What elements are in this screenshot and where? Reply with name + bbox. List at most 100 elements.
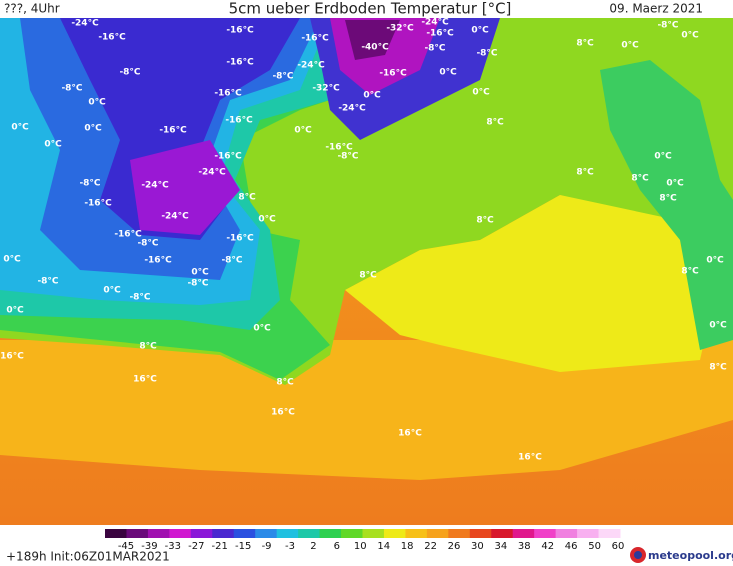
contour-label: 8°C (476, 216, 494, 226)
contour-label: -24°C (338, 104, 366, 114)
init-time: +189h Init:06Z01MAR2021 (6, 550, 170, 564)
temperature-map (0, 18, 733, 525)
contour-label: 0°C (439, 68, 457, 78)
yellow-field (345, 195, 725, 372)
contour-label: 16°C (398, 429, 422, 439)
colorbar-swatch (126, 529, 149, 538)
contour-label: 8°C (576, 168, 594, 178)
contour-label: -16°C (379, 69, 407, 79)
colorbar-tick-label: 22 (424, 541, 437, 552)
valid-date: 09. Maerz 2021 (609, 2, 703, 16)
contour-label: -16°C (426, 29, 454, 39)
contour-label: -24°C (161, 212, 189, 222)
contour-label: 0°C (191, 268, 209, 278)
colorbar-tick-label: 42 (541, 541, 554, 552)
contour-label: 0°C (363, 91, 381, 101)
contour-label: -16°C (159, 126, 187, 136)
contour-label: -8°C (424, 44, 445, 54)
contour-label: 0°C (6, 306, 24, 316)
colorbar-tick-label: 14 (377, 541, 390, 552)
contour-label: 0°C (3, 255, 21, 265)
colorbar-swatch (276, 529, 299, 538)
contour-label: -16°C (214, 89, 242, 99)
purple-field (130, 140, 240, 235)
contour-label: -16°C (226, 234, 254, 244)
colorbar-swatch (491, 529, 514, 538)
colorbar-tick-label: -9 (262, 541, 272, 552)
map-title: 5cm ueber Erdboden Temperatur [°C] (229, 0, 512, 18)
contour-label: -8°C (476, 49, 497, 59)
indigo-field (60, 18, 300, 240)
contour-label: -8°C (37, 277, 58, 287)
contour-label: 16°C (271, 408, 295, 418)
colorbar-tick-label: -3 (285, 541, 295, 552)
contour-label: -24°C (141, 181, 169, 191)
contour-label: -8°C (129, 293, 150, 303)
colorbar-tick-label: 26 (448, 541, 461, 552)
contour-label: 8°C (681, 267, 699, 277)
colorbar-swatch (169, 529, 192, 538)
colorbar-tick-label: -39 (141, 541, 157, 552)
contour-label: 0°C (294, 126, 312, 136)
contour-label: 0°C (471, 26, 489, 36)
colorbar-swatch (426, 529, 449, 538)
colorbar-swatch (577, 529, 600, 538)
contour-label: 0°C (709, 321, 727, 331)
contour-label: -8°C (221, 256, 242, 266)
colorbar-swatch (469, 529, 492, 538)
contour-label: 0°C (44, 140, 62, 150)
logo-icon-inner (634, 551, 642, 559)
colorbar-swatch (255, 529, 278, 538)
contour-label: 8°C (238, 193, 256, 203)
europe-land (600, 60, 733, 350)
contour-label: 0°C (706, 256, 724, 266)
contour-label: -16°C (84, 199, 112, 209)
contour-label: 0°C (472, 88, 490, 98)
colorbar-tick-label: 6 (334, 541, 340, 552)
colorbar-swatch (598, 529, 621, 538)
contour-label: -24°C (71, 19, 99, 29)
contour-label: -8°C (61, 84, 82, 94)
contour-label: -24°C (421, 18, 449, 28)
contour-labels: -24°C-16°C-16°C-16°C-32°C-24°C-16°C-40°C… (0, 18, 727, 463)
contour-label: -8°C (137, 239, 158, 249)
colorbar-tick-label: -15 (235, 541, 251, 552)
contour-label: -16°C (301, 34, 329, 44)
contour-label: 16°C (133, 375, 157, 385)
colorbar-swatch (534, 529, 557, 538)
colorbar-swatch (190, 529, 213, 538)
contour-label: 16°C (518, 453, 542, 463)
contour-label: -16°C (114, 230, 142, 240)
colorbar-tick-label: 30 (471, 541, 484, 552)
contour-label: -8°C (657, 21, 678, 31)
colorbar-swatch (105, 529, 127, 538)
run-time: ???, 4Uhr (4, 2, 60, 16)
colorbar-swatch (298, 529, 321, 538)
colorbar-tick-label: -33 (165, 541, 181, 552)
header-bar (0, 0, 733, 18)
colorbar-swatch (512, 529, 535, 538)
contour-label: 0°C (253, 324, 271, 334)
contour-label: 0°C (258, 215, 276, 225)
colorbar-swatch (555, 529, 578, 538)
colorbar-tick-label: 2 (310, 541, 316, 552)
logo-text: meteopool.org (648, 549, 733, 562)
contour-label: -32°C (312, 84, 340, 94)
colorbar-swatch (405, 529, 428, 538)
contour-label: 0°C (666, 179, 684, 189)
colorbar: -45 -39 -33 -27 -21 -15 -9 -3 2 6 10 14 18 22 26 30 34 38… (105, 529, 624, 552)
contour-label: 0°C (621, 41, 639, 51)
contour-label: 8°C (486, 118, 504, 128)
contour-label: 8°C (709, 363, 727, 373)
colorbar-tick-label: 18 (401, 541, 414, 552)
contour-label: -24°C (198, 168, 226, 178)
colorbar-swatch (383, 529, 406, 538)
contour-label: 8°C (659, 194, 677, 204)
contour-label: 8°C (276, 378, 294, 388)
greenland-core (345, 20, 400, 60)
contour-label: 0°C (84, 124, 102, 134)
colorbar-tick-label: 50 (588, 541, 601, 552)
colorbar-tick-label: 38 (518, 541, 531, 552)
